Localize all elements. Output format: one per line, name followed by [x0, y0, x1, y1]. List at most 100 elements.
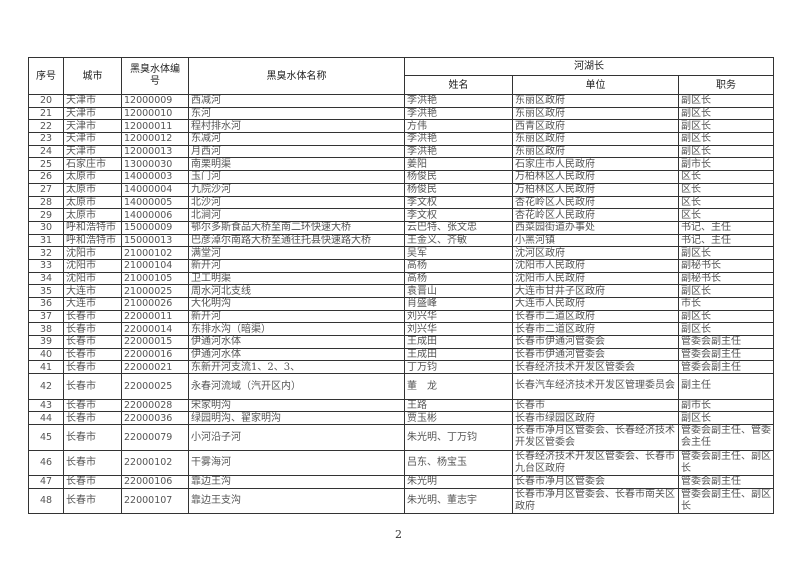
- index-cell: 24: [28, 144, 64, 159]
- city-cell: 长春市: [63, 347, 122, 362]
- chief-unit-cell: 长春经济技术开发区管委会: [512, 360, 679, 375]
- index-cell: 37: [28, 309, 64, 324]
- chief-title-cell: 副区长: [677, 132, 775, 146]
- chief-title-cell: 区长: [677, 170, 775, 184]
- chief-unit-cell: 长春市二道区政府: [512, 322, 679, 337]
- code-cell: 22000036: [121, 411, 189, 425]
- chief-title-cell: 副区长: [677, 144, 775, 159]
- chief-unit-cell: 长春市净月区管委会、长春经济技术开发区管委会: [512, 424, 679, 451]
- table-row: 21 天津市 12000010 东河 李洪艳 东丽区政府 副区长: [28, 106, 775, 121]
- city-cell: 天津市: [63, 144, 122, 159]
- city-cell: 呼和浩特市: [63, 220, 122, 235]
- chief-name-cell: 吴军: [404, 246, 513, 260]
- code-cell: 15000009: [121, 220, 189, 235]
- chief-unit-cell: 长春汽车经济技术开发区管理委员会: [512, 373, 679, 400]
- chief-name-cell: 李文权: [404, 208, 513, 222]
- water-body-name-cell: 程村排水河: [188, 119, 405, 134]
- chief-unit-cell: 大连市甘井子区政府: [512, 284, 679, 298]
- page-number: 2: [395, 528, 402, 541]
- index-cell: 22: [28, 119, 64, 134]
- code-cell: 14000003: [121, 170, 189, 184]
- chief-name-cell: 云巴特、张文忠: [404, 220, 513, 235]
- header-index: 序号: [28, 57, 64, 95]
- city-cell: 沈阳市: [63, 271, 122, 286]
- city-cell: 长春市: [63, 398, 122, 413]
- chief-title-cell: 副区长: [677, 411, 775, 425]
- index-cell: 41: [28, 360, 64, 375]
- header-chief-unit: 单位: [512, 75, 679, 95]
- index-cell: 31: [28, 233, 64, 248]
- chief-unit-cell: 长春市净月区管委会、长春市南关区政府: [512, 487, 679, 515]
- water-body-name-cell: 月西河: [188, 144, 405, 159]
- water-body-name-cell: 靠边王支沟: [188, 487, 405, 515]
- table-row: 38 长春市 22000014 东排水沟（暗渠） 刘兴华 长春市二道区政府 副区长: [28, 322, 775, 337]
- table-row: 34 沈阳市 21000105 卫工明渠 高杨 沈阳市人民政府 副秘书长: [28, 271, 775, 286]
- water-body-name-cell: 东河: [188, 106, 405, 121]
- code-cell: 14000005: [121, 195, 189, 210]
- table-row: 48 长春市 22000107 靠边王支沟 朱光明、董志宇 长春市净月区管委会、长春市南关…: [28, 487, 775, 515]
- chief-name-cell: 杨俊民: [404, 170, 513, 184]
- chief-unit-cell: 石家庄市人民政府: [512, 157, 679, 172]
- table-row: 29 太原市 14000006 北涧河 李文权 杏花岭区人民政府 区长: [28, 208, 775, 222]
- water-body-name-cell: 玉门河: [188, 170, 405, 184]
- code-cell: 12000011: [121, 119, 189, 134]
- chief-name-cell: 姜阳: [404, 157, 513, 172]
- chief-name-cell: 李洪艳: [404, 94, 513, 108]
- header-water-body-name: 黑臭水体名称: [188, 57, 405, 95]
- city-cell: 太原市: [63, 170, 122, 184]
- chief-unit-cell: 东丽区政府: [512, 94, 679, 108]
- index-cell: 36: [28, 297, 64, 311]
- code-cell: 22000028: [121, 398, 189, 413]
- code-cell: 21000025: [121, 284, 189, 298]
- table-row: 32 沈阳市 21000102 满堂河 吴军 沈河区政府 副区长: [28, 246, 775, 260]
- chief-unit-cell: 东丽区政府: [512, 106, 679, 121]
- index-cell: 40: [28, 347, 64, 362]
- chief-title-cell: 区长: [677, 208, 775, 222]
- table-row: 44 长春市 22000036 绿园明沟、翟家明沟 贾玉彬 长春市绿园区政府 副区长: [28, 411, 775, 425]
- chief-title-cell: 书记、主任: [677, 220, 775, 235]
- water-body-name-cell: 东新开河支流1、2、3、: [188, 360, 405, 375]
- city-cell: 长春市: [63, 411, 122, 425]
- index-cell: 33: [28, 258, 64, 273]
- chief-unit-cell: 杏花岭区人民政府: [512, 195, 679, 210]
- table-row: 45 长春市 22000079 小河沿子河 朱光明、丁万钧 长春市净月区管委会、长春经济技…: [28, 424, 775, 451]
- chief-unit-cell: 长春市伊通河管委会: [512, 335, 679, 349]
- city-cell: 天津市: [63, 106, 122, 121]
- code-cell: 21000026: [121, 297, 189, 311]
- table-row: 25 石家庄市 13000030 南栗明渠 姜阳 石家庄市人民政府 副市长: [28, 157, 775, 172]
- chief-name-cell: 朱光明、丁万钧: [404, 424, 513, 451]
- river-chief-table: 序号 城市 黑臭水体编号 黑臭水体名称 河湖长 姓名 单位 职务 20 天津市 12…: [28, 57, 775, 515]
- water-body-name-cell: 满堂河: [188, 246, 405, 260]
- table-row: 47 长春市 22000106 靠边王沟 朱光明 长春市净月区管委会 管委会副主任: [28, 475, 775, 489]
- chief-title-cell: 区长: [677, 182, 775, 197]
- chief-title-cell: 副区长: [677, 309, 775, 324]
- table-row: 42 长春市 22000025 永春河流域（汽开区内）董 龙长春汽车经济技术开发区管理…: [28, 373, 775, 400]
- chief-title-cell: 管委会副主任: [677, 347, 775, 362]
- header-code: 黑臭水体编号: [121, 57, 189, 95]
- chief-title-cell: 管委会副主任、管委会主任: [677, 424, 775, 451]
- header-chief-name: 姓名: [404, 75, 513, 95]
- index-cell: 44: [28, 411, 64, 425]
- chief-title-cell: 区长: [677, 195, 775, 210]
- code-cell: 14000006: [121, 208, 189, 222]
- chief-name-cell: 王金义、齐敏: [404, 233, 513, 248]
- table-row: 28 太原市 14000005 北沙河 李文权 杏花岭区人民政府 区长: [28, 195, 775, 210]
- chief-name-cell: 王成田: [404, 335, 513, 349]
- chief-name-cell: 丁万钧: [404, 360, 513, 375]
- city-cell: 大连市: [63, 284, 122, 298]
- table-row: 36 大连市 21000026 大化明沟 肖盛峰 大连市人民政府 市长: [28, 297, 775, 311]
- chief-unit-cell: 万柏林区人民政府: [512, 182, 679, 197]
- chief-title-cell: 副区长: [677, 322, 775, 337]
- table-row: 22 天津市 12000011 程村排水河 方伟 西青区政府 副区长: [28, 119, 775, 134]
- code-cell: 12000013: [121, 144, 189, 159]
- city-cell: 长春市: [63, 309, 122, 324]
- city-cell: 天津市: [63, 94, 122, 108]
- water-body-name-cell: 西减河: [188, 94, 405, 108]
- chief-name-cell: 刘兴华: [404, 322, 513, 337]
- water-body-name-cell: 卫工明渠: [188, 271, 405, 286]
- code-cell: 22000102: [121, 449, 189, 476]
- chief-unit-cell: 长春市绿园区政府: [512, 411, 679, 425]
- chief-unit-cell: 长春市伊通河管委会: [512, 347, 679, 362]
- chief-title-cell: 副秘书长: [677, 271, 775, 286]
- index-cell: 21: [28, 106, 64, 121]
